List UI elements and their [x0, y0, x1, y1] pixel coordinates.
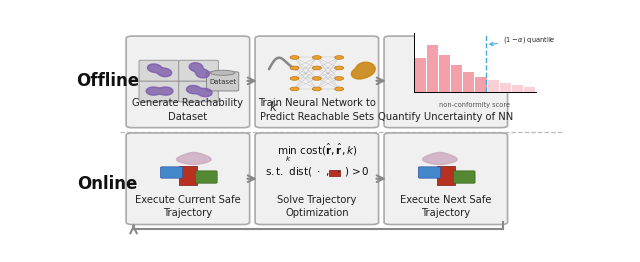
Bar [524, 87, 535, 92]
Polygon shape [186, 85, 212, 97]
Circle shape [335, 66, 344, 70]
Bar [488, 80, 499, 92]
Circle shape [312, 66, 321, 70]
Bar [415, 58, 426, 92]
Text: Online: Online [77, 175, 138, 193]
FancyBboxPatch shape [195, 171, 217, 183]
Bar [427, 45, 438, 92]
Circle shape [290, 66, 299, 70]
Bar [512, 85, 523, 92]
Circle shape [312, 56, 321, 59]
FancyBboxPatch shape [453, 171, 475, 183]
FancyBboxPatch shape [437, 166, 455, 185]
Circle shape [335, 87, 344, 91]
Circle shape [312, 87, 321, 91]
Text: $k$: $k$ [269, 100, 278, 114]
FancyBboxPatch shape [179, 81, 218, 102]
FancyBboxPatch shape [179, 60, 218, 81]
FancyBboxPatch shape [384, 133, 508, 225]
Bar [500, 83, 511, 92]
Ellipse shape [211, 70, 235, 75]
Bar [439, 55, 450, 92]
Text: $\mathrm{s.t.}\ \mathrm{dist}(\ \cdot\ ,\ \cdot\ ) > 0$: $\mathrm{s.t.}\ \mathrm{dist}(\ \cdot\ ,… [264, 165, 369, 178]
Text: non-conformity score: non-conformity score [439, 102, 511, 108]
Polygon shape [147, 64, 172, 77]
FancyBboxPatch shape [139, 81, 179, 102]
Bar [463, 72, 474, 92]
FancyBboxPatch shape [179, 166, 197, 185]
Circle shape [335, 77, 344, 80]
Text: Dataset: Dataset [209, 79, 236, 85]
Polygon shape [177, 152, 211, 165]
FancyBboxPatch shape [255, 133, 379, 225]
Circle shape [312, 77, 321, 80]
FancyBboxPatch shape [126, 36, 250, 128]
Bar [451, 65, 462, 92]
FancyBboxPatch shape [161, 167, 182, 178]
Text: Offline: Offline [76, 72, 139, 90]
FancyBboxPatch shape [384, 36, 508, 128]
Text: Solve Trajectory
Optimization: Solve Trajectory Optimization [277, 195, 356, 219]
Polygon shape [422, 152, 457, 165]
FancyBboxPatch shape [126, 133, 250, 225]
Circle shape [290, 56, 299, 59]
Polygon shape [189, 63, 209, 78]
Circle shape [290, 87, 299, 91]
Text: Generate Reachability
Dataset: Generate Reachability Dataset [132, 99, 243, 122]
Text: Execute Next Safe
Trajectory: Execute Next Safe Trajectory [400, 195, 492, 219]
Polygon shape [146, 87, 173, 95]
FancyBboxPatch shape [255, 36, 379, 128]
Text: $\underset{k}{\min}\ \mathrm{cost}(\hat{\mathbf{r}},\hat{\mathbf{r}},k)$: $\underset{k}{\min}\ \mathrm{cost}(\hat{… [276, 141, 357, 164]
Polygon shape [351, 62, 375, 79]
FancyBboxPatch shape [329, 170, 340, 176]
Circle shape [290, 77, 299, 80]
FancyBboxPatch shape [207, 72, 239, 91]
Text: $(1-\alpha)$ quantile: $(1-\alpha)$ quantile [490, 35, 556, 46]
Bar [476, 77, 486, 92]
FancyBboxPatch shape [139, 60, 179, 81]
FancyBboxPatch shape [419, 167, 440, 178]
Text: Execute Current Safe
Trajectory: Execute Current Safe Trajectory [135, 195, 241, 219]
Text: Train Neural Network to
Predict Reachable Sets: Train Neural Network to Predict Reachabl… [258, 99, 376, 122]
Circle shape [335, 56, 344, 59]
Text: Quantify Uncertainty of NN: Quantify Uncertainty of NN [378, 112, 513, 122]
